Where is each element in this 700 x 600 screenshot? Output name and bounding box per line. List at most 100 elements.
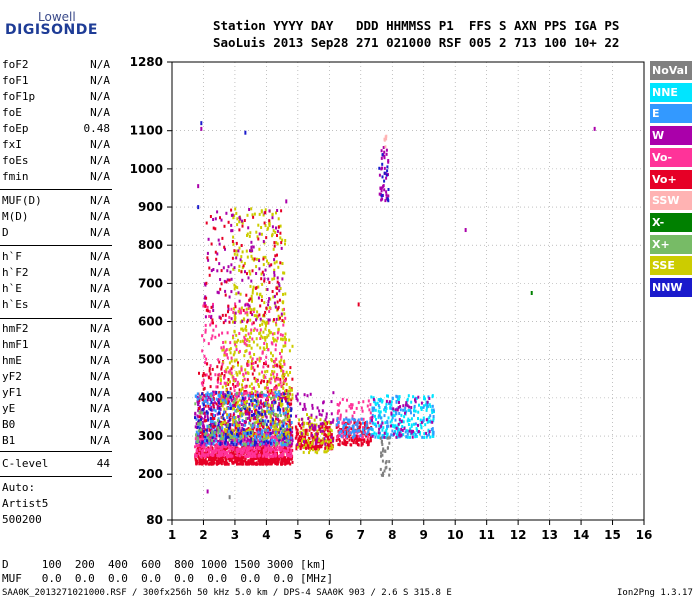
echo-point [377,431,380,435]
echo-point [257,410,260,414]
echo-point [381,421,384,425]
echo-point [282,292,284,296]
echo-point [267,403,270,407]
echo-point [297,422,300,426]
echo-point [348,425,351,429]
echo-point [233,317,236,321]
echo-point [250,364,253,368]
echo-point [380,451,383,455]
echo-point [390,403,393,407]
echo-point [212,218,215,221]
param-row: M(D) N/A [2,209,110,225]
echo-point [319,422,322,426]
echo-point [312,436,315,440]
echo-point [263,279,266,283]
echo-point [254,398,257,402]
echo-point [240,367,243,371]
param-row: foF1p N/A [2,89,110,105]
echo-point [251,288,254,292]
echo-point [235,340,238,344]
echo-point [210,442,213,446]
echo-point [273,271,276,274]
echo-point [201,460,204,464]
echo-point [208,456,211,460]
echo-point [289,421,292,425]
echo-point [232,400,235,404]
echo-point [267,303,270,307]
echo-point [265,439,268,443]
echo-point [230,290,233,294]
echo-point [244,446,246,450]
echo-point [229,395,232,399]
echo-point [249,311,252,315]
echo-point [264,419,267,423]
echo-point [298,418,301,422]
echo-point [268,222,271,225]
echo-point [249,272,252,276]
distance-row: D 100 200 400 600 800 1000 1500 3000 [km… [2,558,327,571]
echo-point [386,165,389,169]
echo-point [274,254,277,258]
echo-point [247,427,250,430]
x-tick-label: 10 [447,528,464,542]
echo-point [316,429,319,433]
echo-point [223,245,226,249]
echo-point [256,235,259,239]
echo-point [228,433,231,437]
echo-point [234,316,237,320]
echo-point [260,451,262,455]
echo-point [244,459,247,463]
echo-point [361,436,364,439]
echo-point [273,412,276,416]
echo-point [283,441,286,445]
echo-point [266,390,269,394]
echo-point [217,450,220,454]
echo-point [417,410,420,414]
echo-point [288,403,291,406]
echo-point [212,226,215,230]
echo-point [283,312,286,316]
echo-point [260,298,263,302]
echo-point [204,428,207,432]
echo-point [281,385,284,389]
echo-point [324,425,327,429]
echo-point [366,443,369,447]
echo-point [252,448,255,452]
echo-point [276,462,279,466]
echo-point [269,381,272,385]
param-row: D N/A [2,225,110,241]
echo-point [209,444,212,448]
echo-point [195,460,198,464]
echo-point [280,424,283,428]
echo-point [273,339,275,343]
echo-point [225,422,228,426]
echo-point [315,432,318,436]
echo-point [295,397,298,400]
echo-point [283,418,286,422]
echo-point [260,334,263,338]
echo-point [281,433,284,437]
echo-point [253,452,256,456]
echo-point [283,336,286,339]
echo-point [408,405,411,409]
echo-point [219,434,222,438]
echo-point [374,414,376,418]
echo-point [324,446,327,450]
echo-point [199,434,202,438]
param-name: M(D) [2,210,29,223]
echo-point [271,370,274,373]
echo-point [289,455,292,459]
echo-point [314,433,317,436]
echo-point [241,414,244,418]
echo-point [268,455,271,458]
echo-point [389,402,392,406]
echo-point [270,396,272,400]
echo-point [253,212,256,216]
param-name: fxI [2,138,22,151]
echo-point [218,333,220,337]
echo-point [228,361,231,365]
echo-point [285,399,287,403]
echo-point [226,426,229,430]
echo-point [240,435,243,439]
